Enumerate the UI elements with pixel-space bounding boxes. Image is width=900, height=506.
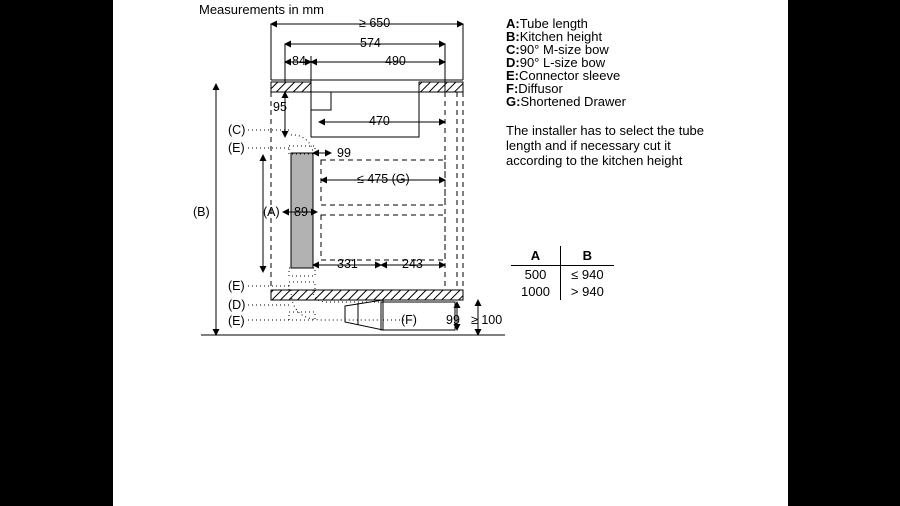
marker-F: (F): [401, 313, 417, 327]
marker-C: (C): [228, 123, 245, 137]
dim-95: 95: [273, 100, 287, 114]
dim-243: 243: [402, 257, 423, 271]
marker-E-3: (E): [228, 314, 245, 328]
marker-B: (B): [193, 205, 210, 219]
installation-diagram: [113, 0, 788, 360]
dim-ge650: ≥ 650: [359, 16, 390, 30]
marker-D: (D): [228, 298, 245, 312]
dim-574: 574: [360, 36, 381, 50]
dim-331: 331: [337, 257, 358, 271]
dim-89: 89: [294, 205, 308, 219]
marker-E-2: (E): [228, 279, 245, 293]
dim-470: 470: [369, 114, 390, 128]
page: Measurements in mm A:Tube length B:Kitch…: [113, 0, 788, 506]
dim-84: 84: [292, 54, 306, 68]
marker-A: (A): [263, 205, 280, 219]
dim-490: 490: [385, 54, 406, 68]
cabinet-bottom: [271, 290, 463, 300]
dim-h99: 99: [446, 313, 460, 327]
dim-99a: 99: [337, 146, 351, 160]
dim-ge100: ≥ 100: [471, 313, 502, 327]
dim-le475G: ≤ 475 (G): [357, 172, 410, 186]
marker-E-1: (E): [228, 141, 245, 155]
countertop-right: [419, 82, 463, 92]
countertop-left: [271, 82, 311, 92]
